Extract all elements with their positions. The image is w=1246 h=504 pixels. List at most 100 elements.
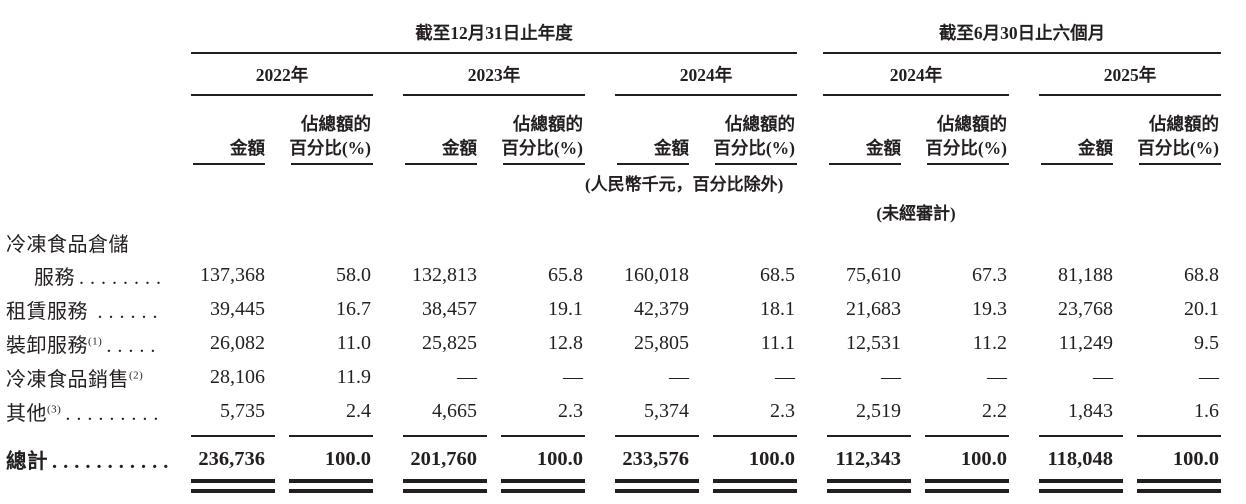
unaudited-note-row: (未經審計) xyxy=(6,196,1221,226)
row-label: 服務 xyxy=(34,266,75,289)
double-rule xyxy=(1039,478,1123,493)
year-header: 2023年 xyxy=(467,64,521,85)
column-rule xyxy=(829,163,901,165)
pct-cell: 68.5 xyxy=(760,263,795,286)
revenue-breakdown-table: 截至12月31日止年度 截至6月30日止六個月 2022年 2023年 2024… xyxy=(6,14,1221,494)
pct-cell: 11.1 xyxy=(760,331,795,354)
table-row: 冷凍食品銷售(2) 28,106 11.9 — — — — — — — — xyxy=(6,360,1221,394)
table-row: 其他(3)......... 5,735 2.4 4,665 2.3 5,374… xyxy=(6,394,1221,428)
year-rule xyxy=(403,94,585,96)
footnote-marker: (2) xyxy=(129,368,144,381)
amount-header: 金額 xyxy=(654,138,689,158)
pre-total-rule xyxy=(615,435,699,437)
total-amount-cell: 118,048 xyxy=(1047,447,1114,470)
currency-note: (人民幣千元，百分比除外) xyxy=(585,174,784,194)
amount-cell: 4,665 xyxy=(432,399,477,422)
amount-cell: 5,735 xyxy=(220,399,265,422)
total-amount-cell: 233,576 xyxy=(622,447,689,470)
pct-cell: — xyxy=(1199,365,1219,388)
currency-note-row: (人民幣千元，百分比除外) xyxy=(6,168,1221,196)
amount-header: 金額 xyxy=(230,138,265,158)
pre-total-rule-row xyxy=(6,428,1221,444)
year-header: 2025年 xyxy=(1103,64,1157,85)
subheader-row: 金額 佔總額的 百分比(%) 金額 佔總額的 百分比(%) 金額 佔總額的 百分比(%… xyxy=(6,98,1221,160)
dot-leader: ..... xyxy=(106,334,162,357)
pct-header: 佔總額的 百分比(%) xyxy=(1137,114,1219,158)
period-group-rule-row xyxy=(6,50,1221,56)
total-row: 總計........... 236,736 100.0 201,760 100.… xyxy=(6,444,1221,474)
amount-cell: 137,368 xyxy=(200,263,265,286)
period-group-header-row: 截至12月31日止年度 截至6月30日止六個月 xyxy=(6,14,1221,50)
year-header-row: 2022年 2023年 2024年 2024年 2025年 xyxy=(6,56,1221,92)
pct-header: 佔總額的 百分比(%) xyxy=(925,114,1007,158)
pre-total-rule xyxy=(1039,435,1123,437)
amount-cell: 75,610 xyxy=(846,263,901,286)
total-pct-cell: 100.0 xyxy=(536,447,583,470)
footnote-marker: (3) xyxy=(47,402,62,415)
amount-cell: — xyxy=(881,365,901,388)
pct-cell: 1.6 xyxy=(1194,399,1219,422)
amount-header: 金額 xyxy=(866,138,901,158)
year-rule xyxy=(1039,94,1221,96)
amount-cell: 11,249 xyxy=(1058,331,1113,354)
double-rule xyxy=(827,478,911,493)
total-amount-cell: 112,343 xyxy=(835,447,902,470)
period-group-title-interim: 截至6月30日止六個月 xyxy=(797,14,1221,50)
pct-cell: 16.7 xyxy=(336,297,371,320)
row-label: 其他 xyxy=(6,402,47,425)
table-row: 服務........ 137,368 58.0 132,813 65.8 160… xyxy=(6,258,1221,292)
pct-cell: 11.0 xyxy=(336,331,371,354)
pct-cell: 19.1 xyxy=(548,297,583,320)
year-header: 2024年 xyxy=(889,64,943,85)
period-group-title-annual: 截至12月31日止年度 xyxy=(191,14,797,50)
amount-cell: 1,843 xyxy=(1068,399,1113,422)
row-label: 冷凍食品銷售 xyxy=(6,368,129,391)
amount-cell: 39,445 xyxy=(210,297,265,320)
amount-cell: 5,374 xyxy=(644,399,689,422)
amount-cell: 25,805 xyxy=(634,331,689,354)
pct-cell: — xyxy=(987,365,1007,388)
year-rule xyxy=(823,94,1009,96)
total-pct-cell: 100.0 xyxy=(748,447,795,470)
unaudited-note: (未經審計) xyxy=(876,203,956,223)
footnote-marker: (1) xyxy=(88,334,103,347)
amount-cell: 12,531 xyxy=(846,331,901,354)
year-rule xyxy=(615,94,797,96)
pre-total-rule xyxy=(925,435,1009,437)
column-rule xyxy=(291,163,373,165)
total-pct-cell: 100.0 xyxy=(324,447,371,470)
row-label: 裝卸服務 xyxy=(6,334,88,357)
double-rule xyxy=(403,478,487,493)
amount-cell: 132,813 xyxy=(412,263,477,286)
amount-header: 金額 xyxy=(442,138,477,158)
pct-cell: 11.2 xyxy=(972,331,1007,354)
pre-total-rule xyxy=(1137,435,1221,437)
amount-cell: 25,825 xyxy=(422,331,477,354)
amount-cell: 81,188 xyxy=(1058,263,1113,286)
pct-header: 佔總額的 百分比(%) xyxy=(289,114,371,158)
total-double-rule-row xyxy=(6,474,1221,494)
amount-header: 金額 xyxy=(1078,138,1113,158)
double-rule xyxy=(289,478,373,493)
amount-cell: 21,683 xyxy=(846,297,901,320)
row-label: 冷凍食品倉儲 xyxy=(6,233,129,256)
total-pct-cell: 100.0 xyxy=(1172,447,1219,470)
double-rule xyxy=(713,478,797,493)
year-header: 2022年 xyxy=(255,64,309,85)
year-rule-row xyxy=(6,92,1221,98)
pct-cell: 2.2 xyxy=(982,399,1007,422)
double-rule xyxy=(615,478,699,493)
pre-total-rule xyxy=(827,435,911,437)
pct-cell: 20.1 xyxy=(1184,297,1219,320)
amount-cell: — xyxy=(457,365,477,388)
pct-cell: 19.3 xyxy=(972,297,1007,320)
amount-cell: 23,768 xyxy=(1058,297,1113,320)
pct-cell: — xyxy=(563,365,583,388)
column-rule xyxy=(617,163,689,165)
pre-total-rule xyxy=(713,435,797,437)
double-rule xyxy=(191,478,275,493)
column-rule xyxy=(715,163,797,165)
double-rule xyxy=(1137,478,1221,493)
total-amount-cell: 236,736 xyxy=(198,447,265,470)
